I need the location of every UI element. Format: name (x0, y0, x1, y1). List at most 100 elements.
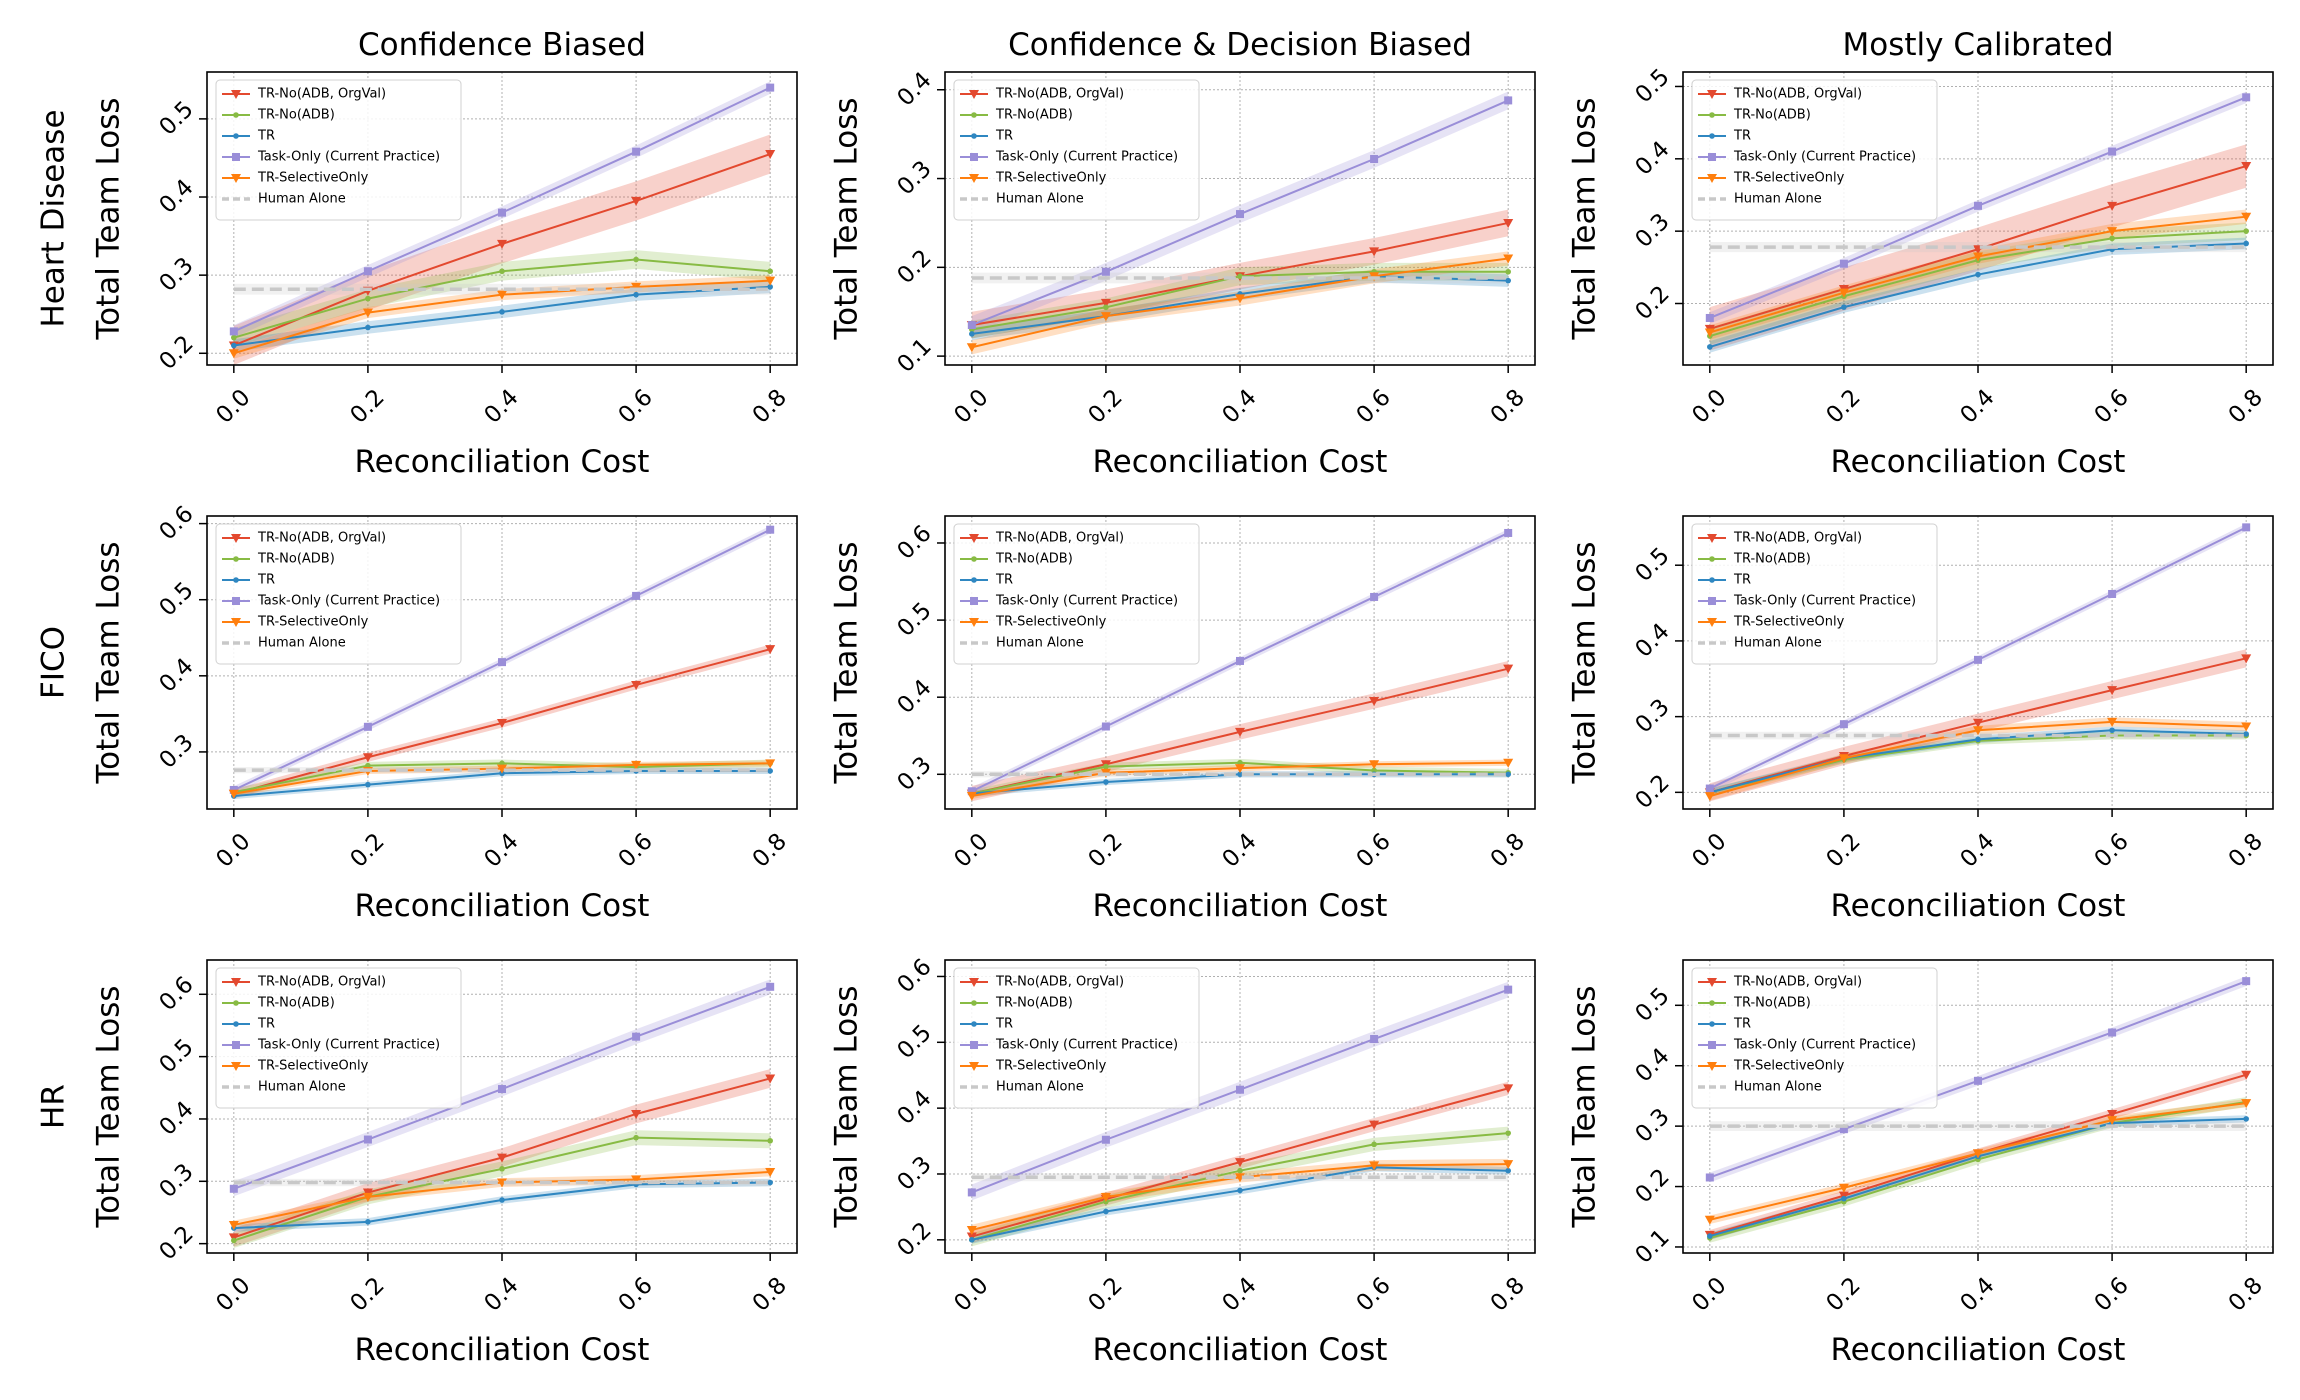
data-point (766, 525, 775, 534)
chart-panel: 0.0 0.2 0.4 0.6 0.8 0.1 0.2 0.3 0.4 0.5 Reconcilia… (1567, 959, 2274, 1368)
data-point (631, 760, 642, 770)
x-tick-label: 0.4 (1956, 829, 2000, 873)
x-tick-label: 0.0 (949, 1273, 993, 1317)
plot-area (966, 528, 1514, 802)
data-point (767, 1137, 773, 1144)
data-point (1103, 1208, 1109, 1215)
legend-marker (233, 577, 239, 583)
x-tick-label: 0.4 (480, 385, 524, 429)
y-tick-label: 0.2 (1631, 281, 1675, 325)
x-tick-label: 0.2 (1083, 829, 1127, 873)
data-point (2107, 1110, 2118, 1120)
x-tick-label: 0.4 (480, 1273, 524, 1317)
data-point (229, 327, 238, 336)
legend-label: Human Alone (258, 636, 346, 651)
legend-marker (1708, 597, 1716, 605)
y-tick-label: 0.5 (893, 598, 937, 642)
legend-label: TR-No(ADB) (257, 996, 335, 1011)
legend-label: Human Alone (258, 192, 346, 207)
x-tick-label: 0.2 (1821, 385, 1865, 429)
data-point (1235, 764, 1245, 774)
x-tick-label: 0.2 (345, 1273, 389, 1317)
data-point (1237, 771, 1243, 778)
confidence-band (1709, 1097, 2247, 1243)
legend-label: TR-SelectiveOnly (995, 171, 1107, 186)
data-point (2242, 977, 2251, 986)
legend-box (1691, 967, 1938, 1109)
data-point (1504, 528, 1513, 537)
legend-label: TR (257, 1017, 275, 1032)
data-point (363, 267, 372, 276)
x-tick-label: 0.0 (1687, 829, 1731, 873)
x-tick-label: 0.6 (1352, 1273, 1396, 1317)
data-point (1370, 592, 1379, 601)
legend-label: TR-No(ADB) (257, 108, 335, 123)
data-point (497, 719, 507, 729)
x-tick-label: 0.6 (2090, 829, 2134, 873)
column-title: Confidence Biased (358, 27, 646, 63)
data-point (1101, 1135, 1110, 1144)
y-tick-label: 0.2 (155, 331, 199, 375)
legend-marker (1708, 153, 1716, 161)
confidence-band (233, 1178, 771, 1232)
chart-panel: 0.0 0.2 0.4 0.6 0.8 0.2 0.3 0.4 0.5 0.6 Reconcilia… (91, 959, 798, 1368)
data-point (631, 1175, 642, 1185)
legend-marker (233, 1000, 239, 1006)
x-tick-label: 0.4 (1218, 1273, 1262, 1317)
data-point (1504, 985, 1513, 994)
data-point (1505, 1130, 1511, 1136)
y-tick-label: 0.5 (155, 96, 199, 140)
legend-marker (1709, 577, 1715, 583)
y-tick-label: 0.4 (1631, 1043, 1675, 1087)
data-point (231, 1237, 237, 1244)
legend-box (1691, 523, 1938, 665)
data-point (1503, 254, 1514, 264)
confidence-band (233, 1130, 771, 1249)
legend-marker (1709, 556, 1715, 562)
legend-label: TR-No(ADB) (1733, 552, 1811, 567)
data-point (2242, 93, 2251, 102)
data-point (2242, 523, 2251, 532)
data-point (498, 208, 506, 217)
data-point (2109, 235, 2115, 242)
legend-box (215, 79, 462, 221)
data-point (2241, 722, 2252, 732)
legend-label: Task-Only (Current Practice) (995, 1038, 1178, 1053)
y-tick-label: 0.2 (155, 1221, 199, 1265)
data-point (2241, 1099, 2252, 1109)
y-tick-label: 0.4 (1631, 618, 1675, 662)
data-point (231, 334, 237, 341)
x-axis-label: Reconciliation Cost (1093, 444, 1388, 480)
y-axis-label: Total Team Loss (829, 985, 865, 1228)
x-tick-label: 0.6 (614, 829, 658, 873)
data-point (1369, 760, 1380, 770)
data-point (498, 1085, 506, 1094)
legend-label: TR-SelectiveOnly (995, 1059, 1107, 1074)
data-point (765, 150, 776, 160)
y-tick-label: 0.1 (893, 334, 937, 378)
y-tick-label: 0.4 (155, 1096, 199, 1140)
data-point (1503, 1084, 1514, 1094)
x-tick-label: 0.6 (614, 1273, 658, 1317)
legend-label: TR (257, 573, 275, 588)
legend-marker (970, 597, 978, 605)
data-point (1505, 277, 1511, 284)
data-point (1236, 656, 1244, 665)
legend-marker (969, 1062, 979, 1071)
x-axis-label: Reconciliation Cost (1831, 888, 2126, 924)
legend-marker (1707, 90, 1717, 99)
data-point (765, 1167, 776, 1177)
legend-label: TR-No(ADB) (995, 996, 1073, 1011)
x-tick-label: 0.6 (1352, 829, 1396, 873)
x-tick-label: 0.0 (1687, 385, 1731, 429)
data-point (1100, 1193, 1111, 1203)
legend-marker (1709, 112, 1715, 118)
data-point (1369, 247, 1380, 257)
data-point (632, 147, 641, 156)
data-point (362, 1192, 373, 1202)
legend-label: Human Alone (1734, 636, 1822, 651)
data-point (2107, 1116, 2118, 1126)
x-tick-label: 0.8 (2224, 829, 2268, 873)
chart-panel: 0.0 0.2 0.4 0.6 0.8 0.2 0.3 0.4 0.5 Reconciliatio… (1567, 515, 2274, 924)
